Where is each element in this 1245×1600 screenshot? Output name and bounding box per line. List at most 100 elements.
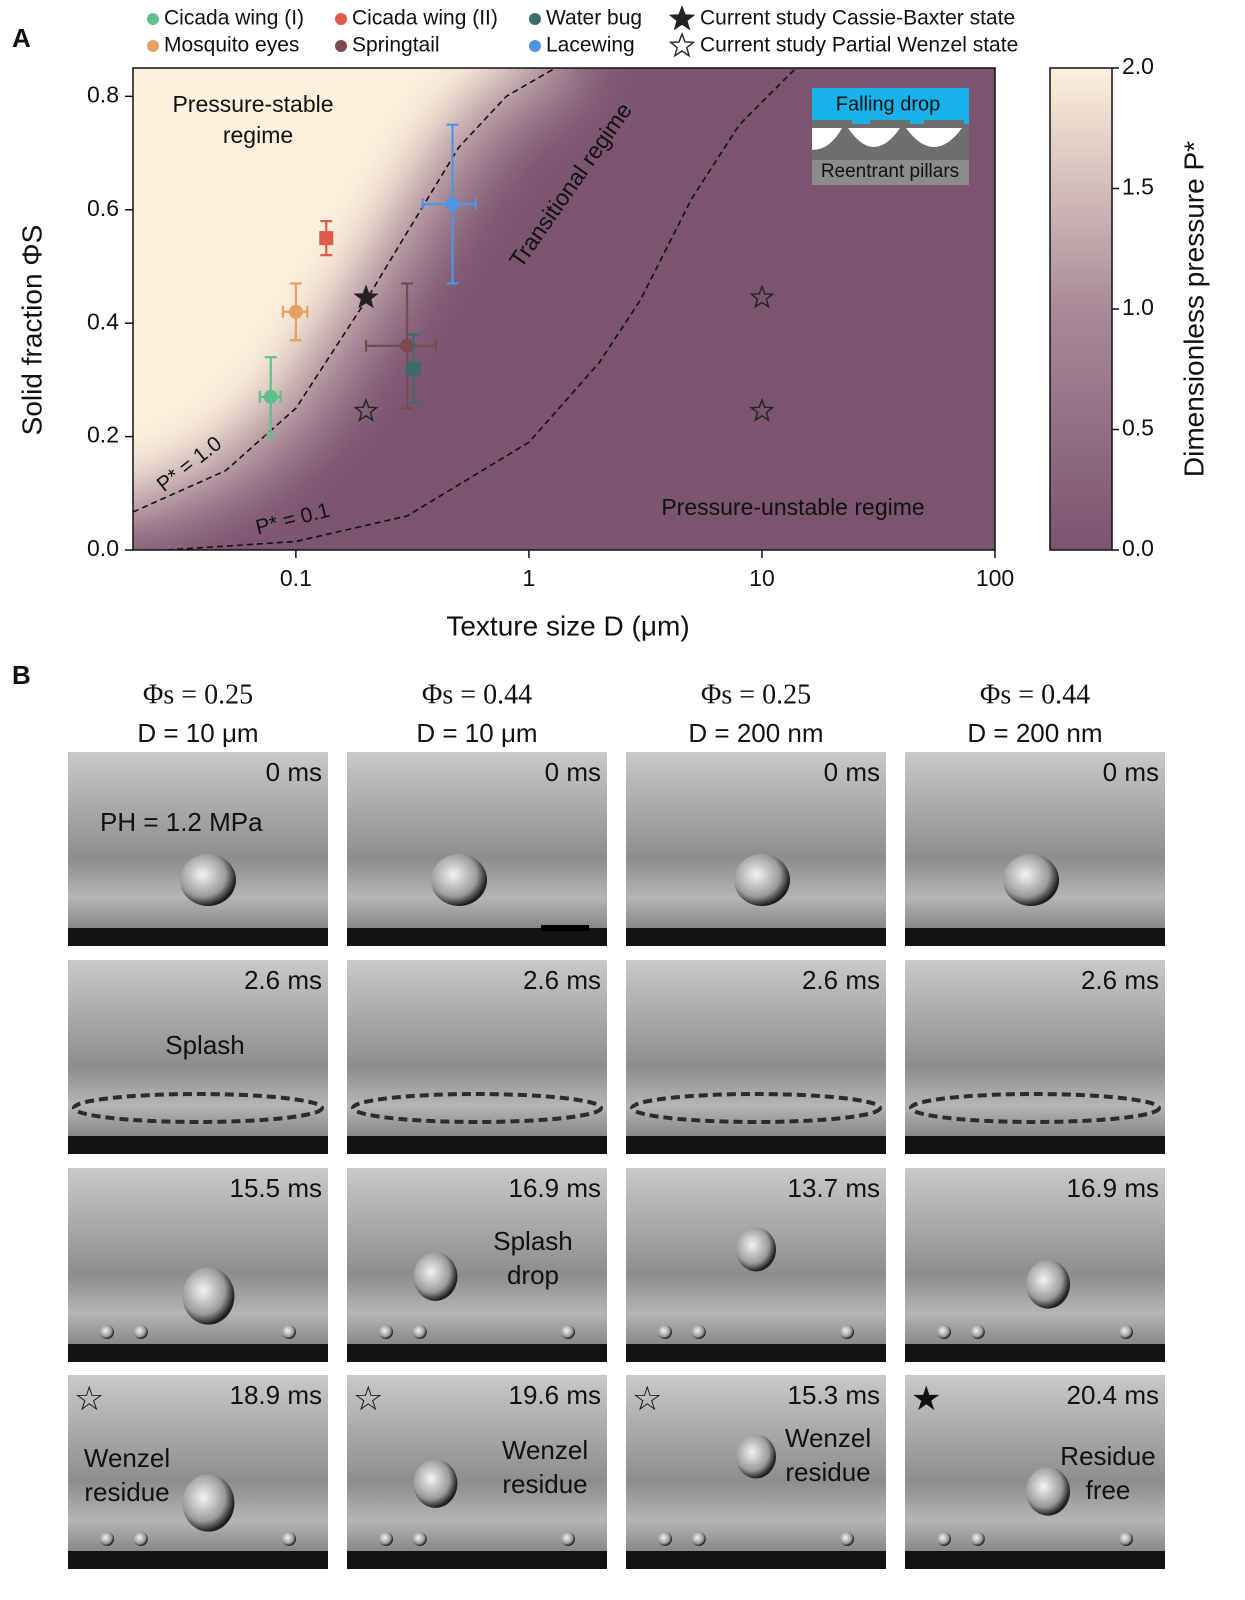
photo-substrate: [626, 1344, 886, 1362]
circle-marker: [445, 197, 460, 212]
photo-substrate: [626, 928, 886, 946]
annotation: regime: [223, 122, 293, 148]
photo-frame: 15.5 ms: [68, 1168, 328, 1362]
square-marker: [319, 231, 334, 246]
inset-label: Falling drop: [836, 93, 941, 115]
photo-substrate: [905, 1136, 1165, 1154]
droplet: [431, 854, 487, 906]
photo-substrate: [347, 928, 607, 946]
circle-marker: [400, 338, 415, 353]
photo-frame: 2.6 ms: [905, 960, 1165, 1154]
column-size: D = 200 nm: [967, 718, 1102, 748]
droplet: [182, 1267, 235, 1325]
frame-time: 0 ms: [266, 757, 322, 787]
contour-line: [133, 68, 556, 513]
droplet: [840, 1532, 854, 1546]
legend-label: Cicada wing (I): [164, 7, 304, 30]
frame-note: Splash: [493, 1226, 573, 1256]
photo: [905, 752, 1165, 946]
legend-label: Water bug: [546, 7, 642, 30]
photo-substrate: [68, 1344, 328, 1362]
droplet: [970, 1532, 985, 1546]
photo-frame: 0 ms: [347, 752, 607, 946]
y-tick-label: 0.4: [87, 308, 119, 334]
star-marker: [353, 397, 379, 422]
frame-note: Wenzel: [502, 1435, 588, 1465]
frame-note: residue: [84, 1477, 169, 1507]
droplet: [133, 1532, 148, 1546]
inset: Falling drop Reentrant pillars: [812, 88, 969, 185]
droplet: [658, 1325, 672, 1339]
legend-label: Cicada wing (II): [352, 7, 498, 30]
star-marker: [353, 284, 379, 309]
photo-substrate: [347, 1551, 607, 1569]
y-tick-label: 0.6: [87, 195, 119, 221]
frame-symbol: ☆: [74, 1380, 104, 1418]
frame-time: 2.6 ms: [1081, 965, 1159, 995]
photo-frame: 18.9 ms ☆ Wenzel residue: [68, 1375, 328, 1569]
colorbar-tick-label: 2.0: [1122, 53, 1154, 79]
photo-substrate: [68, 1551, 328, 1569]
frame-note: residue: [785, 1457, 870, 1487]
frame-note: Splash: [165, 1030, 245, 1060]
photo-substrate: [347, 1136, 607, 1154]
droplet: [736, 1227, 776, 1272]
photo: [347, 752, 607, 946]
frame-symbol: ★: [911, 1380, 941, 1418]
legend-label: Current study Cassie-Baxter state: [700, 7, 1015, 30]
droplet: [133, 1325, 148, 1339]
photo-frame: 16.9 ms: [905, 1168, 1165, 1362]
frame-time: 0 ms: [545, 757, 601, 787]
frame-symbol: ☆: [353, 1380, 383, 1418]
droplet: [1026, 1467, 1070, 1516]
droplet: [734, 854, 790, 906]
legend-marker: [335, 40, 347, 52]
star-marker: [749, 284, 775, 309]
droplet: [100, 1532, 114, 1546]
frame-note: Wenzel: [785, 1423, 871, 1453]
colorbar-tick-label: 1.5: [1122, 174, 1154, 200]
droplet: [379, 1325, 393, 1339]
droplet: [1119, 1325, 1133, 1339]
frame-time: 2.6 ms: [244, 965, 322, 995]
droplet: [736, 1434, 776, 1479]
splash-ring: [72, 1092, 324, 1124]
y-tick-label: 0.2: [87, 422, 119, 448]
frame-note: residue: [502, 1469, 587, 1499]
inset-label: Reentrant pillars: [821, 161, 959, 182]
frame-note: free: [1086, 1475, 1131, 1505]
frame-note: Residue: [1060, 1441, 1155, 1471]
inset-cap: [812, 120, 852, 127]
frame-note: drop: [507, 1260, 559, 1290]
droplet: [937, 1532, 951, 1546]
photo-substrate: [68, 928, 328, 946]
x-tick-label: 10: [749, 565, 775, 591]
square-marker: [406, 361, 421, 376]
legend-label: Current study Partial Wenzel state: [700, 34, 1018, 57]
photo-substrate: [626, 1551, 886, 1569]
droplet: [379, 1532, 393, 1546]
legend-marker: [147, 40, 159, 52]
photo-frame: 0 ms: [905, 752, 1165, 946]
plot-frame: [132, 67, 996, 551]
splash-ring: [630, 1092, 882, 1124]
photo: [626, 752, 886, 946]
photo-substrate: [905, 1344, 1165, 1362]
photo-substrate: [626, 1136, 886, 1154]
column-size: D = 200 nm: [688, 718, 823, 748]
inset-caption-bg: [812, 160, 969, 185]
panel-label: B: [12, 660, 31, 690]
frame-time: 18.9 ms: [230, 1380, 323, 1410]
legend-label: Springtail: [352, 34, 440, 57]
column-phi: Φs = 0.44: [422, 679, 532, 710]
colorbar-tick-label: 0.0: [1122, 535, 1154, 561]
photo-frame: 19.6 ms ☆ Wenzel residue: [347, 1375, 607, 1569]
droplet: [282, 1532, 296, 1546]
droplet: [1119, 1532, 1133, 1546]
droplet: [1026, 1260, 1070, 1309]
photo-frame: 16.9 ms Splash drop: [347, 1168, 607, 1362]
scale-bar: [541, 925, 589, 931]
x-tick-label: 100: [976, 565, 1014, 591]
droplet: [658, 1532, 672, 1546]
